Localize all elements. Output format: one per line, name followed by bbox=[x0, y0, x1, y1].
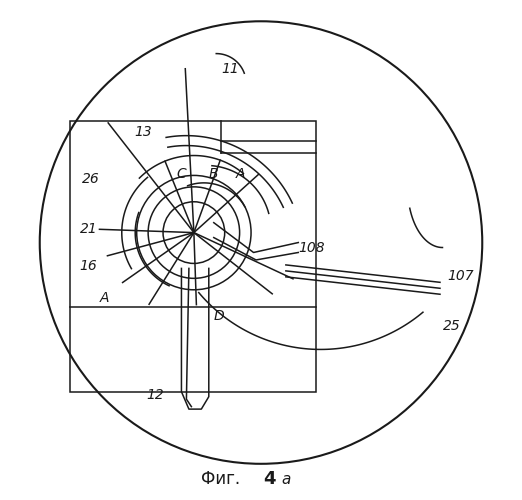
Text: 25: 25 bbox=[443, 318, 460, 332]
Text: Фиг.: Фиг. bbox=[201, 470, 246, 488]
Text: 13: 13 bbox=[134, 124, 152, 138]
Text: 12: 12 bbox=[147, 388, 164, 402]
Text: 21: 21 bbox=[79, 222, 97, 235]
Text: A: A bbox=[99, 291, 109, 305]
Text: 16: 16 bbox=[79, 259, 97, 273]
Text: D: D bbox=[214, 308, 224, 322]
Text: B: B bbox=[209, 167, 218, 181]
Text: 4: 4 bbox=[264, 470, 276, 488]
Text: C: C bbox=[176, 167, 186, 181]
Text: 107: 107 bbox=[447, 269, 474, 283]
Text: 11: 11 bbox=[221, 62, 239, 76]
Text: A: A bbox=[236, 167, 246, 181]
Text: 108: 108 bbox=[298, 242, 325, 256]
Text: a: a bbox=[281, 472, 290, 487]
Text: 26: 26 bbox=[82, 172, 100, 186]
Bar bbox=[69, 120, 316, 392]
